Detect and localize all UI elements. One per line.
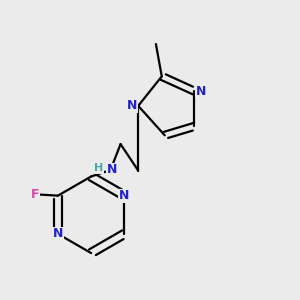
- Text: H: H: [94, 163, 104, 173]
- Text: N: N: [127, 99, 137, 112]
- Text: F: F: [31, 188, 39, 201]
- Text: N: N: [119, 189, 129, 202]
- Text: N: N: [53, 227, 63, 240]
- Text: N: N: [106, 163, 117, 176]
- Text: N: N: [196, 85, 206, 98]
